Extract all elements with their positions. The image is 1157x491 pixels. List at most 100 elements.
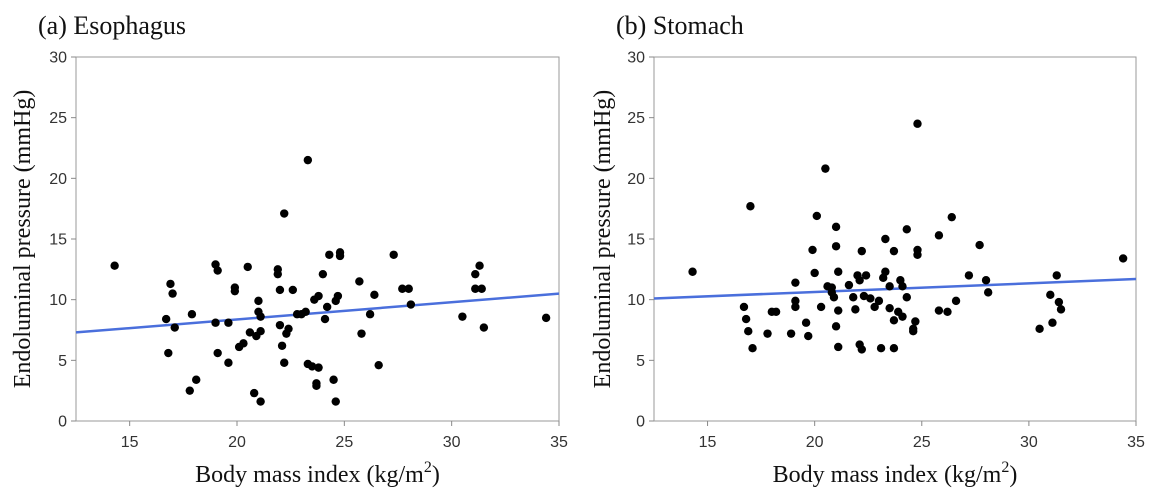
data-point [763,329,772,338]
plot-frame [653,56,1137,422]
data-point [829,293,839,302]
data-point [876,344,886,353]
data-point [1048,318,1057,327]
data-point [844,280,854,290]
x-axis-title-main: Body mass index (kg/m [773,462,1002,488]
data-point [166,279,175,289]
data-point [479,323,489,332]
data-point [406,300,416,309]
data-point [821,164,830,173]
data-point [1054,297,1064,307]
data-point [303,155,313,165]
data-point [471,269,480,279]
x-axis-title-superscript: 2 [1001,459,1009,476]
data-point [902,293,911,302]
data-point [889,246,899,256]
data-point [834,306,843,315]
data-point [213,266,222,275]
y-axis-title: Endoluminal pressure (mmHg) [10,90,36,389]
data-point [318,269,328,279]
data-point [288,285,298,295]
data-point [881,234,890,244]
data-point [322,302,332,312]
x-tick-label: 15 [121,434,139,451]
data-point [849,293,858,302]
data-point [827,283,837,292]
data-point [110,261,119,270]
data-point [964,271,974,280]
data-point [810,268,819,278]
y-axis-title: Endoluminal pressure (mmHg) [590,90,616,389]
x-axis-title-main: Body mass index (kg/m [195,462,424,488]
x-tick-label: 15 [699,434,717,451]
regression-line [653,277,1137,300]
data-point [808,245,817,255]
data-point [857,345,866,354]
data-point [804,331,813,341]
data-point [885,303,894,313]
data-point [909,327,918,336]
data-point [913,119,922,128]
data-point [477,284,486,293]
data-point [256,327,265,336]
data-point [331,397,340,406]
x-axis-title: Body mass index (kg/m2) [773,459,1018,488]
y-tick-label: 0 [636,414,645,431]
x-tick-label: 35 [1127,434,1145,451]
data-point [1052,271,1061,280]
data-point [898,312,907,321]
data-point [314,291,323,301]
data-point [898,282,907,291]
y-tick-label: 10 [627,292,645,309]
data-point [357,329,366,338]
x-tick-label: 30 [1020,434,1038,451]
data-point [256,312,265,321]
x-tick-label: 25 [335,434,353,451]
panel-title: (a) Esophagus [38,11,186,40]
data-point [280,358,289,367]
data-point [243,262,252,272]
data-point [541,313,551,323]
data-point [975,240,984,250]
data-point [739,302,749,312]
data-point [1118,254,1128,263]
data-point [335,251,345,261]
data-point [885,282,894,291]
data-point [280,209,289,218]
x-tick-label: 35 [550,434,568,451]
data-point [951,296,961,306]
data-point [791,302,800,312]
data-point [389,250,398,259]
data-point [273,269,282,279]
data-point [471,284,480,293]
data-point [211,318,220,327]
data-point [1056,305,1066,314]
data-point [801,318,811,327]
data-point [688,267,697,276]
data-point [224,358,233,367]
data-point [239,339,248,348]
data-point [404,284,413,293]
data-point [1035,324,1044,333]
x-tick-label: 25 [913,434,931,451]
data-point [812,211,822,221]
data-point [284,324,293,333]
data-point [831,222,841,232]
data-point [314,363,323,372]
data-point [834,342,843,352]
data-point [934,306,944,315]
data-point [859,291,869,301]
data-point [947,212,956,222]
data-point [748,344,757,353]
regression-line [75,292,560,334]
data-point [874,296,884,306]
x-tick-label: 20 [228,434,246,451]
data-point [458,312,467,321]
data-point [398,284,407,293]
x-tick-label: 30 [443,434,461,451]
data-point [851,305,860,314]
data-point [855,276,864,285]
data-point [192,375,201,384]
y-tick-label: 25 [49,110,67,127]
